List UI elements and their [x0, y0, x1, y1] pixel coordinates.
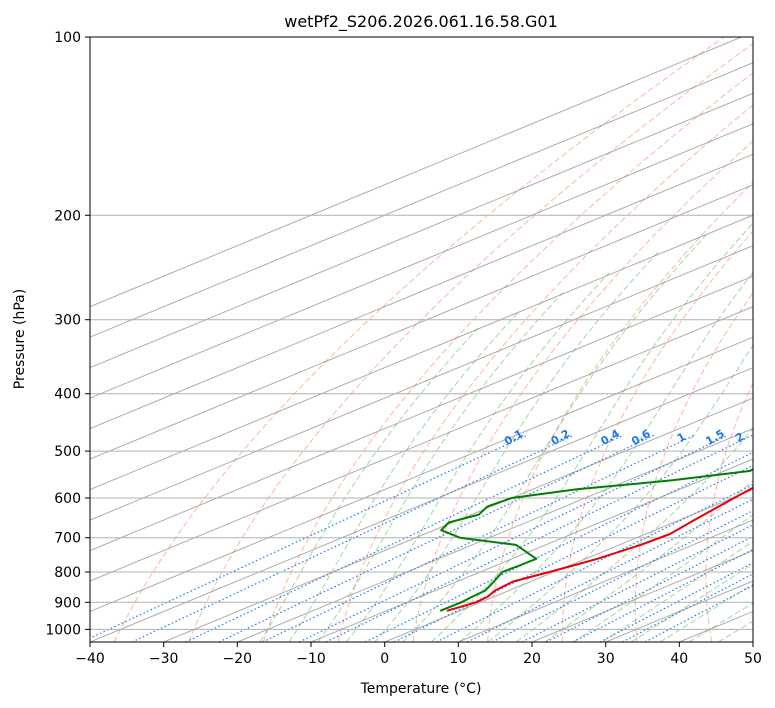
chart-title: wetPf2_S206.2026.061.16.58.G01 — [284, 12, 558, 32]
isotherm-line — [679, 610, 753, 642]
moist-adiabat-line — [544, 479, 753, 642]
mixing-ratio-label: 1 — [675, 430, 688, 445]
isotherm-line — [90, 245, 753, 521]
dry-adiabat-line — [188, 43, 753, 642]
mixing-ratio-line — [298, 434, 729, 642]
dry-adiabat-line — [634, 291, 753, 642]
dry-adiabat-line — [487, 181, 753, 642]
moist-adiabat-line — [487, 344, 753, 642]
mixing-ratio-labels: 0.10.20.40.611.52346810131620253036 — [502, 427, 775, 448]
mixing-ratio-line — [467, 498, 753, 642]
moist-adiabat-line — [317, 292, 564, 642]
x-tick-label: 20 — [523, 651, 541, 667]
dry-adiabat-line — [113, 37, 725, 642]
moist-adiabat-line — [516, 427, 753, 642]
mixing-ratio-line — [644, 584, 753, 642]
moist-adiabat-line — [345, 272, 610, 642]
dry-adiabat-labels: -100-90-80-70-60-50-40-30-20-100 — [764, 77, 775, 461]
mixing-ratio-label: 0.1 — [502, 427, 525, 448]
adiabat-label: 30 — [770, 556, 775, 576]
dry-adiabat-line — [262, 72, 753, 642]
isotherm-line — [90, 336, 753, 613]
mixing-ratio-line — [185, 434, 624, 642]
isotherm-line — [90, 92, 753, 369]
isotherm-line — [90, 62, 753, 338]
mixing-ratio-line — [131, 434, 575, 642]
y-tick-label: 700 — [54, 531, 81, 547]
moist-adiabat-line — [630, 563, 753, 642]
mixing-ratio-label: 3 — [769, 430, 775, 445]
y-tick-label: 500 — [54, 444, 81, 460]
moist-adiabats — [259, 222, 753, 642]
y-tick-label: 300 — [54, 313, 81, 329]
isotherm-line — [384, 489, 753, 642]
x-axis-label: Temperature (°C) — [360, 681, 482, 697]
isotherm-line — [90, 37, 742, 308]
moist-adiabat-line — [602, 540, 753, 642]
adiabat-label: -20 — [764, 404, 775, 427]
moist-adiabat-line — [459, 271, 753, 642]
mixing-ratio-line — [218, 434, 655, 642]
mixing-ratio-line — [90, 434, 528, 639]
mixing-ratio-line — [599, 562, 753, 642]
isotherm-line — [90, 184, 753, 460]
moist-adiabat-line — [259, 327, 479, 642]
isotherm-line — [752, 641, 753, 642]
isotherm-line — [605, 580, 753, 642]
dry-adiabat-line — [705, 381, 753, 642]
x-tick-label: −10 — [296, 651, 326, 667]
isotherm-line — [237, 428, 753, 642]
plot-area: -100-90-80-70-60-50-40-30-20-100 1020304… — [90, 37, 775, 642]
y-tick-label: 600 — [54, 491, 81, 507]
moist-adiabat-line — [288, 310, 520, 642]
isotherm-line — [90, 123, 753, 399]
y-tick-label: 100 — [54, 30, 81, 46]
mixing-ratio-label: 0.6 — [629, 427, 653, 448]
isotherm-line — [90, 367, 753, 642]
moist-adiabat-line — [374, 250, 660, 642]
mixing-ratio-line — [262, 434, 695, 642]
mixing-ratio-line — [492, 510, 753, 642]
x-axis: −40 −30 −20 −10 0 10 20 30 40 50 — [75, 642, 762, 667]
x-tick-label: −40 — [75, 651, 105, 667]
x-tick-label: 10 — [449, 651, 467, 667]
isotherm-line — [458, 519, 753, 642]
isotherm-line — [310, 458, 753, 642]
y-axis: 100 200 300 400 500 600 700 800 900 1000 — [45, 30, 90, 638]
isotherm-line — [90, 214, 753, 491]
dry-adiabat-line — [337, 104, 753, 642]
x-tick-label: 50 — [744, 651, 762, 667]
y-tick-label: 900 — [54, 595, 81, 611]
isotherm-line — [90, 153, 753, 430]
x-tick-label: 40 — [670, 651, 688, 667]
x-tick-label: 0 — [380, 651, 389, 667]
profiles — [439, 468, 753, 612]
y-tick-label: 200 — [54, 208, 81, 224]
y-tick-label: 400 — [54, 387, 81, 403]
isotherm-line — [163, 397, 753, 642]
y-tick-label: 800 — [54, 565, 81, 581]
mixing-ratio-line — [365, 451, 753, 642]
x-tick-label: −30 — [149, 651, 179, 667]
mixing-ratio-line — [325, 434, 753, 642]
dry-adiabat-line — [561, 230, 753, 642]
isotherm-line — [90, 306, 753, 582]
isotherm-line — [90, 275, 753, 552]
x-tick-label: 30 — [597, 651, 615, 667]
dewpoint-profile — [439, 468, 753, 612]
plot-frame — [89, 36, 754, 643]
temperature-profile — [446, 486, 753, 612]
isobars — [90, 37, 753, 630]
y-axis-label: Pressure (hPa) — [12, 289, 28, 389]
dry-adiabats — [113, 37, 753, 642]
x-tick-label: −20 — [223, 651, 253, 667]
dry-adiabat-line — [412, 140, 753, 642]
moist-adiabat-line — [402, 233, 708, 642]
adiabat-label: 40 — [770, 587, 775, 607]
y-tick-label: 1000 — [45, 622, 81, 638]
